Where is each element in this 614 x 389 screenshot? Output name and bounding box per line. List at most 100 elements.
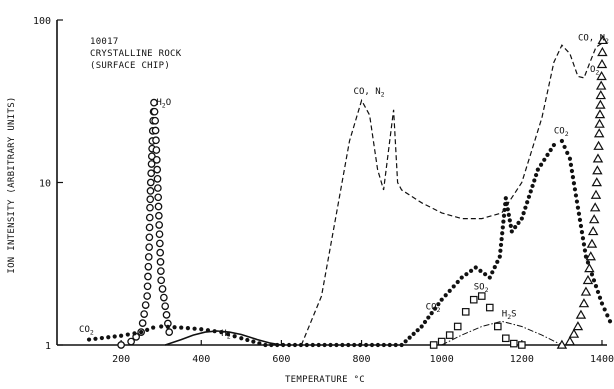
series-point <box>595 99 606 109</box>
series-point <box>154 202 163 211</box>
series-point <box>411 331 416 336</box>
series-point <box>597 46 608 57</box>
series-point <box>595 289 601 295</box>
annotations: H2O CO, N2 CO, N2 CO2 O2 CO2 H2 CO2 SO2 H2S <box>79 33 609 340</box>
series-dashed <box>300 42 603 346</box>
series-point <box>443 293 448 298</box>
series-point <box>328 342 333 348</box>
series-point <box>93 336 98 341</box>
series-point <box>538 162 544 167</box>
series-point <box>589 272 595 277</box>
series-point <box>575 205 581 210</box>
series-point <box>565 150 570 155</box>
series-point <box>185 326 191 331</box>
series-point <box>501 219 506 224</box>
series-point <box>521 211 526 216</box>
series-point <box>153 175 162 183</box>
series-point <box>528 189 533 194</box>
series-line <box>164 330 282 346</box>
series-point <box>493 322 502 331</box>
series-point <box>573 193 579 198</box>
series-point <box>594 109 606 119</box>
series-point <box>147 160 156 168</box>
series-point <box>580 236 586 241</box>
series-point <box>144 262 153 271</box>
series-point <box>576 211 582 216</box>
series-point <box>119 333 124 338</box>
series-point <box>257 341 262 346</box>
series-point <box>551 142 556 148</box>
series-point <box>556 339 568 349</box>
series-point <box>605 313 610 318</box>
series-point <box>310 342 315 348</box>
series-point <box>575 309 587 319</box>
series-point <box>165 324 170 329</box>
series-point <box>159 324 164 329</box>
series-point <box>453 322 462 331</box>
series-point <box>152 155 161 164</box>
series-line <box>300 42 603 346</box>
series-point <box>499 236 504 242</box>
series-point <box>513 225 518 230</box>
series-line <box>441 320 563 346</box>
series-open-circle <box>117 98 174 349</box>
series-dotted <box>86 138 613 348</box>
series-point <box>155 211 163 220</box>
x-tick-label: 600 <box>272 354 290 365</box>
series-point <box>144 253 153 261</box>
series-point <box>535 167 540 172</box>
series-point <box>161 302 170 311</box>
series-open-square <box>429 292 526 349</box>
series-point <box>245 337 250 343</box>
series-point <box>596 70 607 81</box>
series-point <box>358 342 363 348</box>
series-point <box>589 202 601 212</box>
series-point <box>587 226 599 236</box>
series-point <box>281 342 286 348</box>
series-dash-dot <box>441 320 563 346</box>
series-point <box>505 207 510 212</box>
series-point <box>346 342 351 348</box>
series-point <box>507 218 512 223</box>
series-point <box>407 335 412 340</box>
series-point <box>225 332 231 337</box>
series-point <box>508 223 513 228</box>
series-point <box>439 297 444 302</box>
series-point <box>530 183 535 189</box>
series-annotation: CO2 <box>426 303 441 315</box>
series-point <box>99 335 104 341</box>
series-point <box>232 334 237 339</box>
x-tick-label: 1200 <box>510 354 534 365</box>
series-point <box>468 268 474 273</box>
series-point <box>139 330 144 335</box>
series-point <box>593 128 605 138</box>
series-point <box>562 144 567 150</box>
series-point <box>485 303 494 312</box>
series-point <box>157 267 165 275</box>
series-point <box>145 223 154 232</box>
series-annotation: O2 <box>590 65 599 77</box>
series-point <box>585 251 596 261</box>
series-point <box>597 295 603 300</box>
series-point <box>146 195 155 204</box>
series-point <box>595 90 607 100</box>
series-point <box>322 342 327 348</box>
series-point <box>393 342 398 348</box>
series-point <box>464 272 469 277</box>
series-point <box>352 342 357 348</box>
series-point <box>155 230 164 239</box>
series-point <box>459 275 464 280</box>
series-point <box>495 259 500 264</box>
series-point <box>138 319 147 327</box>
series-point <box>592 153 604 163</box>
series-point <box>523 205 528 210</box>
series-point <box>375 342 381 348</box>
series-point <box>492 264 497 270</box>
series-point <box>145 243 154 252</box>
x-tick-label: 800 <box>353 354 371 365</box>
series-point <box>154 193 163 202</box>
series-point <box>447 288 452 293</box>
series-point <box>132 331 137 336</box>
series-annotation: H2S <box>502 309 517 321</box>
series-point <box>153 184 162 192</box>
